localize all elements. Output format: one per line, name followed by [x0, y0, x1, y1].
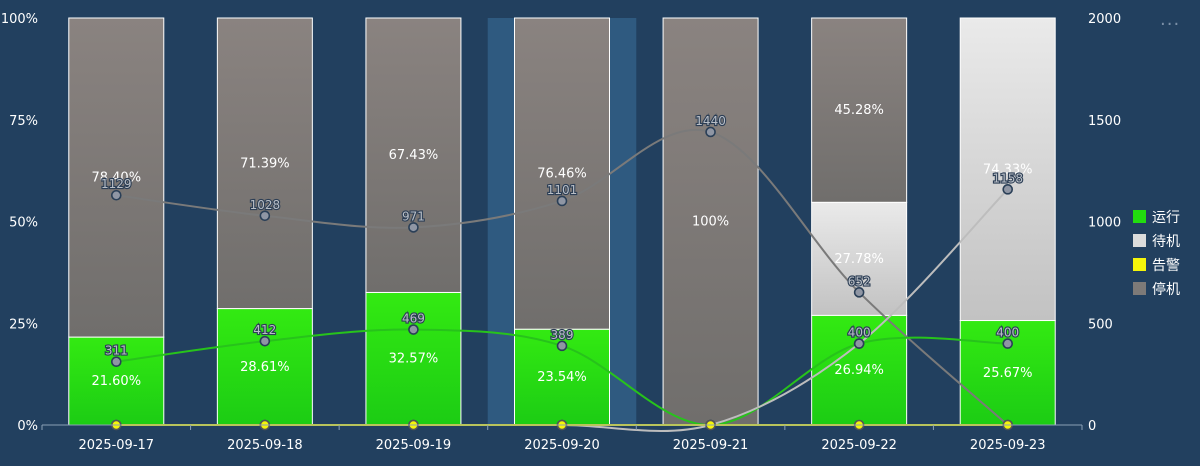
percent-label-3-3: 76.46% — [537, 167, 587, 182]
legend-swatch-0[interactable] — [1133, 210, 1146, 223]
line-point-3-0[interactable] — [110, 189, 122, 201]
percent-label-0-6: 25.67% — [983, 366, 1033, 381]
legend-swatch-2[interactable] — [1133, 258, 1146, 271]
bar-segment-0-5[interactable] — [811, 314, 908, 426]
x-tick-label-4: 2025-09-21 — [673, 438, 749, 453]
bar-segment-3-3[interactable] — [514, 17, 610, 330]
percent-label-3-5: 45.28% — [834, 103, 884, 118]
count-label-0-2: 469 — [402, 312, 425, 326]
percent-label-3-2: 67.43% — [389, 148, 439, 163]
bar-segment-3-0[interactable] — [68, 17, 165, 338]
line-point-3-1[interactable] — [259, 210, 271, 222]
percent-label-0-0: 21.60% — [91, 374, 141, 389]
percent-label-0-5: 26.94% — [834, 363, 884, 378]
count-label-3-5: 652 — [848, 274, 871, 288]
count-label-3-0: 1129 — [101, 177, 132, 191]
more-horizontal-icon[interactable]: ··· — [1160, 14, 1181, 35]
line-point-0-6[interactable] — [1002, 338, 1014, 349]
y-right-tick-label-4: 2000 — [1088, 12, 1121, 27]
line-point-1-6[interactable] — [1002, 184, 1014, 195]
legend-swatch-3[interactable] — [1133, 282, 1146, 295]
percent-label-0-2: 32.57% — [389, 352, 439, 367]
count-label-0-6: 400 — [996, 326, 1019, 340]
y-right-tick-label-3: 1500 — [1088, 114, 1121, 129]
y-right-tick-label-2: 1000 — [1088, 216, 1121, 231]
count-label-1-6: 1158 — [992, 171, 1023, 185]
percent-label-0-1: 28.61% — [240, 360, 290, 375]
bar-segment-0-6[interactable] — [959, 320, 1056, 426]
percent-label-0-3: 23.54% — [537, 370, 587, 385]
bar-segment-0-1[interactable] — [216, 308, 313, 426]
line-point-0-1[interactable] — [259, 335, 271, 347]
y-left-tick-label-4: 100% — [1, 12, 38, 27]
line-point-0-0[interactable] — [110, 356, 122, 368]
line-point-0-2[interactable] — [408, 324, 419, 335]
x-tick-label-6: 2025-09-23 — [970, 438, 1046, 453]
percent-label-3-1: 71.39% — [240, 156, 290, 171]
x-tick-label-1: 2025-09-18 — [227, 438, 303, 453]
bar-segment-3-4[interactable] — [662, 17, 759, 426]
bar-segment-0-0[interactable] — [68, 336, 165, 426]
count-label-1-5: 400 — [848, 326, 871, 340]
line-point-3-2[interactable] — [408, 222, 419, 233]
bar-segment-3-1[interactable] — [216, 17, 313, 310]
x-tick-label-2: 2025-09-19 — [376, 438, 452, 453]
count-label-0-5: 400 — [848, 326, 871, 340]
bar-segment-1-6[interactable] — [959, 17, 1056, 322]
bar-segment-3-5[interactable] — [811, 17, 908, 203]
legend-label-1[interactable]: 待机 — [1152, 234, 1180, 250]
percent-label-1-5: 27.78% — [834, 252, 884, 267]
count-label-0-1: 412 — [253, 323, 276, 337]
line-point-3-3[interactable] — [556, 195, 568, 207]
percent-label-3-0: 78.40% — [91, 171, 141, 186]
percent-label-3-4: 100% — [692, 215, 729, 230]
legend-swatch-1[interactable] — [1133, 234, 1146, 247]
line-point-3-4[interactable] — [705, 126, 716, 138]
legend-label-3[interactable]: 停机 — [1152, 281, 1180, 298]
legend-label-0[interactable]: 运行 — [1152, 210, 1180, 226]
bar-segment-3-2[interactable] — [365, 17, 462, 293]
count-label-3-4: 1440 — [695, 114, 726, 128]
x-tick-label-3: 2025-09-20 — [524, 438, 600, 453]
y-left-tick-label-0: 0% — [17, 419, 38, 434]
line-point-1-5[interactable] — [853, 338, 865, 349]
x-tick-label-0: 2025-09-17 — [79, 438, 155, 453]
count-label-0-0: 311 — [105, 344, 128, 358]
y-right-tick-label-1: 500 — [1088, 317, 1113, 332]
legend-label-2[interactable]: 告警 — [1152, 258, 1180, 274]
count-label-0-3: 389 — [551, 328, 574, 342]
x-tick-label-5: 2025-09-22 — [821, 438, 897, 453]
y-left-tick-label-1: 25% — [9, 317, 38, 332]
line-point-0-3[interactable] — [556, 340, 568, 352]
count-label-3-1: 1028 — [250, 198, 281, 212]
y-left-tick-label-2: 50% — [9, 216, 38, 231]
line-point-3-5[interactable] — [853, 287, 865, 298]
y-left-tick-label-3: 75% — [9, 114, 38, 129]
count-label-3-3: 1101 — [547, 183, 578, 197]
percent-label-1-6: 74.33% — [983, 162, 1033, 177]
y-right-tick-label-0: 0 — [1088, 419, 1096, 434]
count-label-3-2: 971 — [402, 209, 425, 223]
